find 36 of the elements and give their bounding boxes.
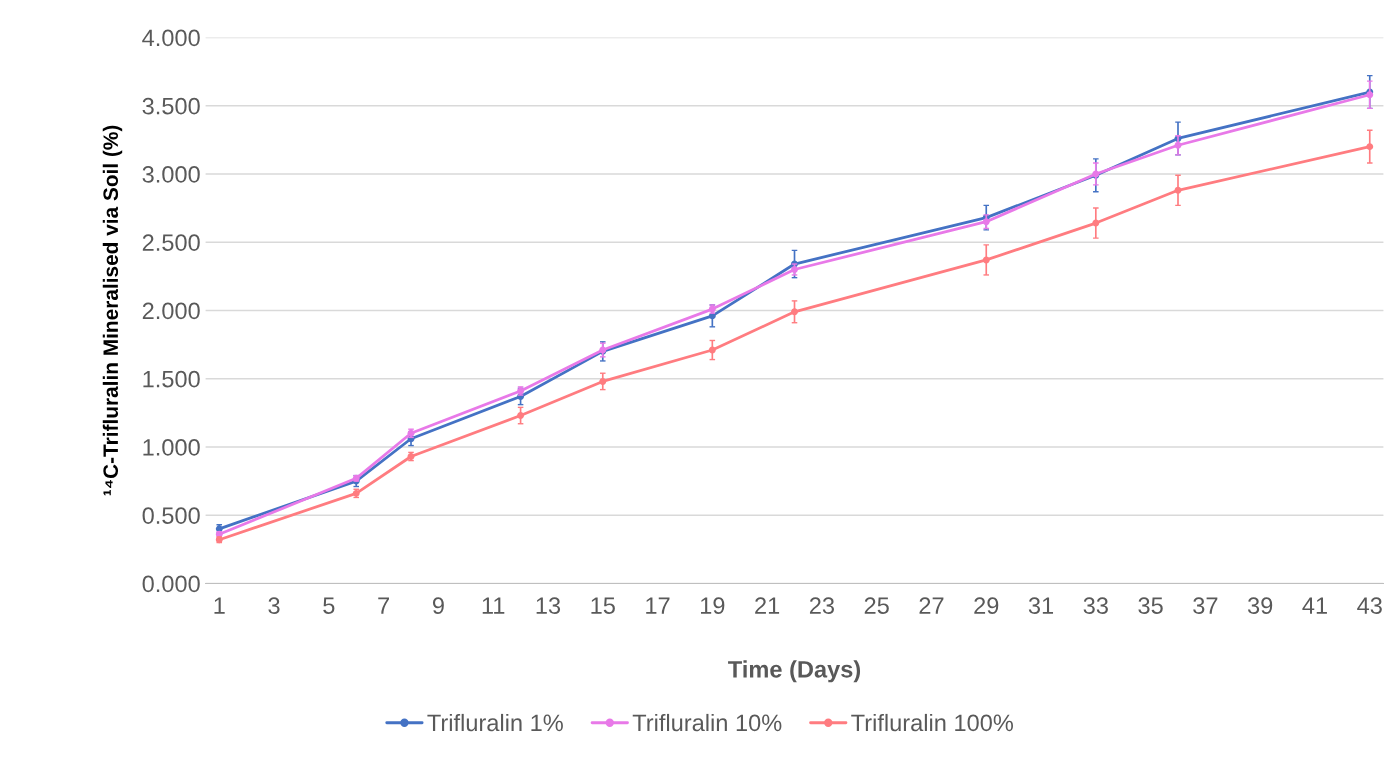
x-tick-label: 17	[646, 597, 670, 614]
legend-label: Trifluralin 10%	[632, 713, 782, 732]
y-tick-label: 1.500	[143, 370, 200, 388]
x-tick-label: 13	[536, 597, 561, 614]
y-tick-label: 3.000	[142, 166, 200, 183]
x-tick-label: 9	[432, 597, 444, 614]
x-tick-label: 15	[591, 597, 615, 614]
legend-label: Trifluralin 100%	[851, 713, 1013, 732]
x-tick-label: 43	[1357, 597, 1382, 614]
x-tick-label: 21	[755, 597, 780, 614]
y-tick-label: 4.000	[142, 29, 200, 47]
y-tick-label: 3.500	[142, 97, 200, 115]
x-tick-label: 11	[482, 597, 505, 614]
x-tick-label: 41	[1302, 597, 1327, 614]
x-tick-label: 27	[919, 597, 944, 614]
x-tick-label: 25	[864, 597, 889, 614]
x-tick-label: 33	[1083, 597, 1108, 614]
y-tick-label: 0.000	[142, 575, 200, 593]
x-tick-label: 35	[1138, 597, 1163, 614]
x-axis-title: Time (Days)	[728, 660, 861, 683]
y-tick-label: 2.500	[142, 234, 200, 251]
x-tick-label: 7	[378, 597, 389, 614]
y-axis-title: ¹⁴C-Trifluralin Mineralised via Soil (%)	[102, 125, 123, 496]
x-tick-label: 19	[701, 597, 725, 614]
y-tick-label: 0.500	[142, 507, 200, 524]
x-tick-label: 39	[1247, 597, 1273, 614]
x-tick-label: 3	[268, 597, 280, 614]
legend-label: Trifluralin 1%	[427, 713, 563, 732]
x-tick-label: 29	[974, 597, 999, 614]
x-tick-label: 31	[1028, 597, 1054, 614]
x-tick-label: 1	[214, 597, 225, 614]
x-tick-label: 23	[809, 597, 834, 614]
y-tick-label: 1.000	[143, 439, 200, 456]
x-tick-label: 37	[1193, 597, 1218, 614]
y-tick-label: 2.000	[142, 302, 200, 320]
x-tick-label: 5	[323, 597, 335, 614]
